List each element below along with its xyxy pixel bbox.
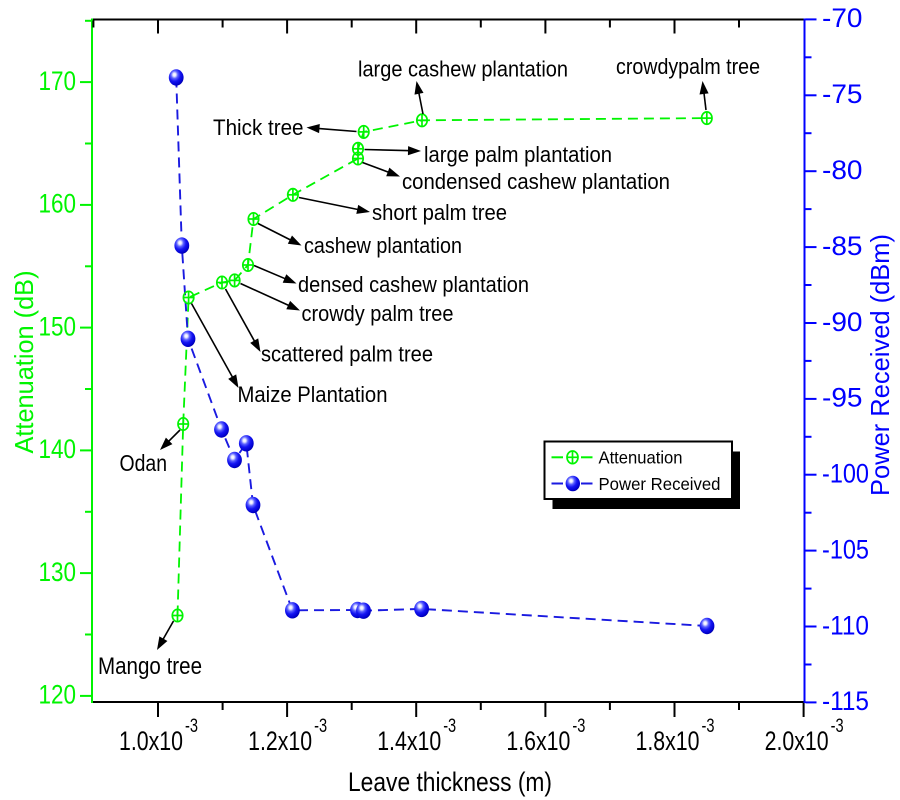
svg-text:Leave thickness (m): Leave thickness (m) <box>348 767 552 797</box>
svg-text:densed cashew plantation: densed cashew plantation <box>298 272 529 297</box>
svg-text:large palm plantation: large palm plantation <box>424 142 612 167</box>
svg-text:large cashew plantation: large cashew plantation <box>358 57 568 82</box>
svg-text:Attenuation (dB): Attenuation (dB) <box>9 271 39 454</box>
svg-text:1.0x10: 1.0x10 <box>119 726 183 756</box>
svg-text:1.4x10: 1.4x10 <box>377 726 441 756</box>
svg-text:-70: -70 <box>822 3 863 33</box>
svg-text:-80: -80 <box>822 155 863 185</box>
svg-text:170: 170 <box>39 66 77 96</box>
svg-text:Odan: Odan <box>120 450 168 476</box>
svg-text:150: 150 <box>39 311 77 341</box>
svg-text:140: 140 <box>39 434 77 464</box>
svg-text:-90: -90 <box>822 307 863 337</box>
svg-text:1.8x10: 1.8x10 <box>636 726 700 756</box>
svg-text:-105: -105 <box>822 534 869 564</box>
svg-text:crowdypalm tree: crowdypalm tree <box>616 54 760 79</box>
svg-text:160: 160 <box>39 189 77 219</box>
svg-text:scattered palm tree: scattered palm tree <box>261 342 433 367</box>
svg-text:Mango tree: Mango tree <box>98 653 202 680</box>
svg-text:-75: -75 <box>822 79 863 109</box>
svg-text:-100: -100 <box>822 459 869 489</box>
svg-text:-110: -110 <box>822 610 869 640</box>
svg-text:-3: -3 <box>185 716 198 737</box>
svg-text:Power Received: Power Received <box>599 474 721 494</box>
svg-text:1.2x10: 1.2x10 <box>248 726 312 756</box>
svg-text:1.6x10: 1.6x10 <box>506 726 570 756</box>
svg-text:-3: -3 <box>314 716 327 737</box>
svg-text:130: 130 <box>39 557 77 587</box>
svg-text:-3: -3 <box>443 716 456 737</box>
svg-text:Power Received (dBm): Power Received (dBm) <box>865 234 895 496</box>
svg-text:Attenuation: Attenuation <box>599 448 683 468</box>
svg-text:2.0x10: 2.0x10 <box>765 726 829 756</box>
svg-text:-115: -115 <box>822 686 869 716</box>
svg-text:condensed cashew plantation: condensed cashew plantation <box>402 169 670 194</box>
svg-text:120: 120 <box>39 680 77 710</box>
svg-text:-3: -3 <box>831 716 844 737</box>
svg-text:cashew plantation: cashew plantation <box>304 233 462 258</box>
svg-text:crowdy palm tree: crowdy palm tree <box>302 301 454 326</box>
svg-text:Maize Plantation: Maize Plantation <box>238 382 388 407</box>
svg-text:-95: -95 <box>822 383 863 413</box>
svg-text:-3: -3 <box>702 716 715 737</box>
svg-text:short palm tree: short palm tree <box>372 200 507 225</box>
svg-text:Thick tree: Thick tree <box>213 115 304 140</box>
svg-text:-85: -85 <box>822 231 863 261</box>
svg-text:-3: -3 <box>572 716 585 737</box>
